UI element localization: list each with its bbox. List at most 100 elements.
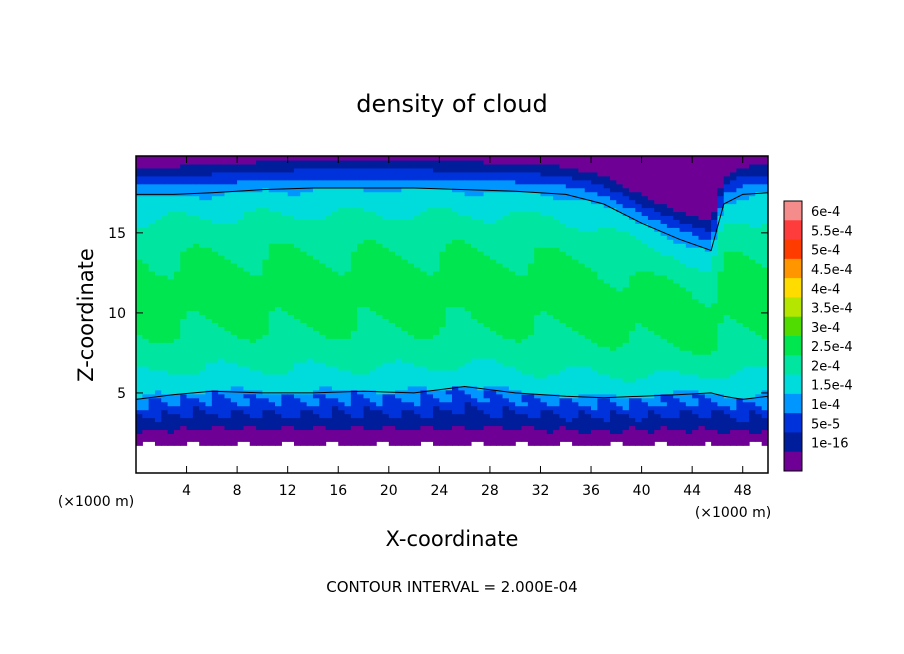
field-cell [426, 183, 434, 189]
field-cell [237, 397, 245, 403]
field-cell [553, 259, 561, 264]
field-cell [268, 381, 276, 387]
field-cell [211, 262, 219, 268]
field-cell [502, 159, 510, 165]
field-cell [256, 262, 263, 268]
field-cell [515, 433, 523, 438]
field-cell [338, 437, 346, 442]
field-cell [192, 274, 200, 280]
field-cell [521, 326, 529, 331]
field-cell [559, 298, 567, 304]
field-cell [369, 437, 377, 442]
field-cell [249, 306, 257, 312]
field-cell [167, 405, 175, 411]
field-cell [262, 425, 270, 431]
field-cell [192, 231, 200, 236]
field-cell [268, 362, 276, 367]
field-cell [230, 437, 238, 442]
field-cell [369, 350, 377, 355]
field-cell [382, 266, 390, 272]
field-cell [483, 421, 491, 427]
field-cell [211, 251, 219, 256]
field-cell [489, 167, 497, 173]
field-cell [426, 223, 434, 228]
field-cell [243, 409, 251, 415]
field-cell [395, 227, 403, 232]
field-cell [395, 290, 403, 296]
field-cell [496, 330, 504, 335]
field-cell [180, 239, 188, 244]
field-cell [249, 381, 257, 387]
field-cell [521, 262, 529, 268]
field-cell [331, 187, 339, 193]
field-cell [445, 310, 453, 316]
field-cell [161, 401, 169, 407]
field-cell [325, 381, 333, 387]
field-cell [350, 441, 358, 446]
field-cell [369, 302, 377, 308]
field-cell [357, 413, 365, 419]
field-cell [186, 373, 194, 379]
field-cell [243, 318, 251, 324]
field-cell [199, 199, 207, 205]
field-cell [230, 282, 238, 288]
field-cell [515, 330, 523, 335]
field-cell [205, 167, 213, 173]
field-cell [407, 409, 415, 415]
field-cell [489, 369, 497, 375]
field-cell [136, 369, 143, 375]
field-cell [275, 433, 282, 438]
field-cell [173, 409, 181, 415]
field-cell [256, 310, 263, 316]
field-cell [192, 203, 200, 209]
field-cell [249, 429, 257, 434]
field-cell [243, 405, 251, 411]
field-cell [546, 207, 554, 213]
field-cell [527, 334, 535, 339]
field-cell [300, 282, 308, 288]
field-cell [287, 262, 295, 268]
field-cell [338, 278, 346, 284]
field-cell [515, 231, 523, 236]
field-cell [167, 425, 175, 431]
field-cell [502, 266, 510, 272]
field-cell [287, 425, 295, 431]
field-cell [420, 163, 428, 169]
field-cell [363, 369, 371, 375]
field-cell [287, 310, 295, 316]
field-cell [350, 409, 358, 415]
field-cell [237, 251, 245, 256]
field-cell [294, 354, 301, 359]
field-cell [534, 330, 542, 335]
field-cell [540, 211, 548, 217]
field-cell [243, 350, 251, 355]
field-cell [230, 425, 238, 431]
field-cell [527, 437, 535, 442]
field-cell [262, 243, 270, 248]
field-cell [319, 350, 327, 355]
field-cell [300, 175, 308, 181]
field-cell [508, 243, 516, 248]
field-cell [395, 175, 403, 181]
field-cell [388, 179, 396, 185]
field-cell [268, 227, 276, 232]
field-cell [464, 163, 472, 169]
field-cell [407, 397, 415, 403]
field-cell [148, 314, 156, 320]
field-cell [433, 187, 440, 193]
field-cell [559, 223, 567, 228]
field-cell [477, 413, 485, 419]
field-cell [237, 421, 245, 427]
field-cell [218, 175, 226, 181]
field-cell [508, 362, 516, 367]
field-cell [180, 441, 188, 446]
field-cell [414, 385, 421, 391]
field-cell [527, 377, 535, 383]
field-cell [477, 223, 485, 228]
field-cell [294, 369, 301, 375]
field-cell [243, 437, 251, 442]
field-cell [312, 163, 320, 169]
field-cell [420, 247, 428, 252]
field-cell [167, 302, 175, 308]
field-cell [199, 270, 207, 276]
